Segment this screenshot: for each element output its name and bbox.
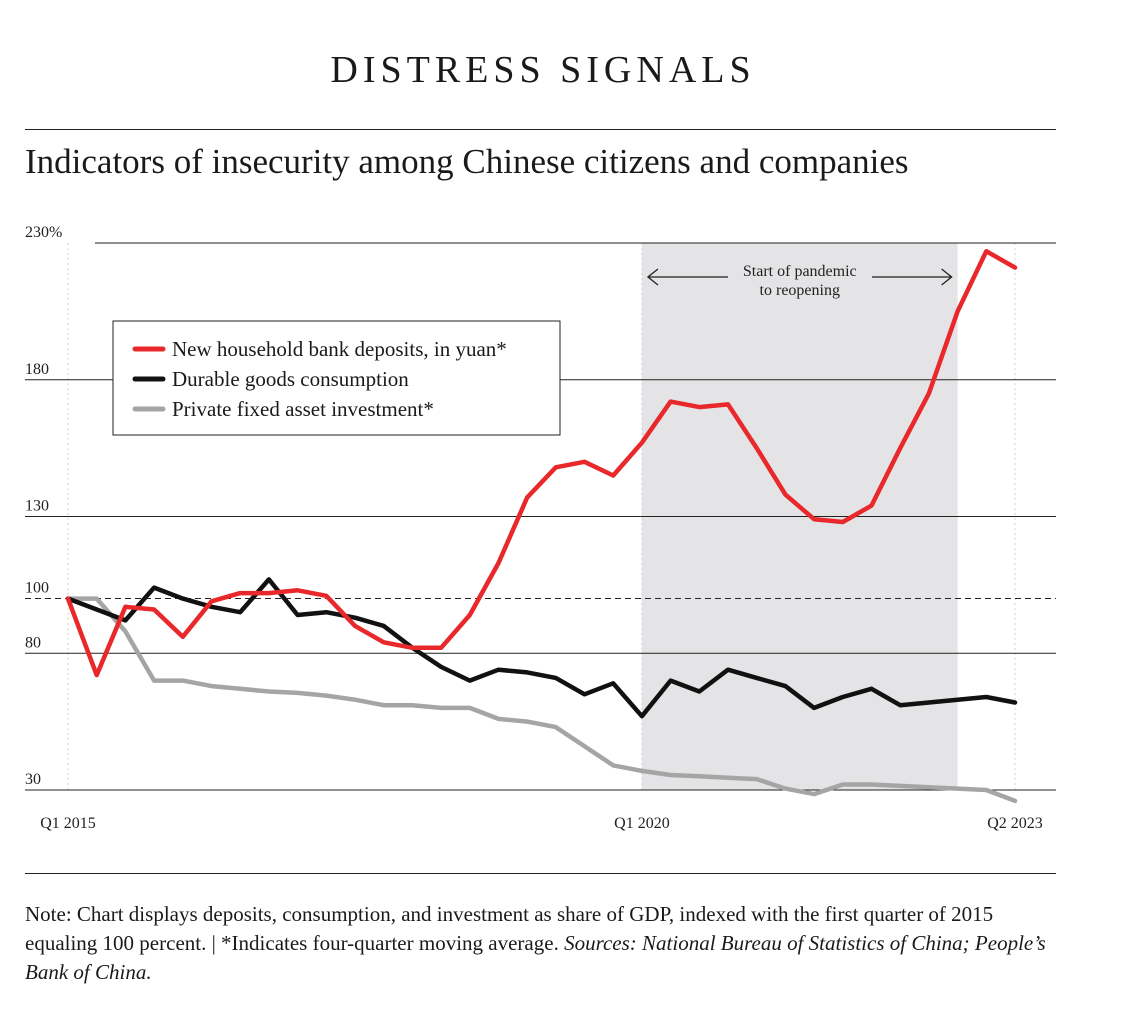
series-line-1 xyxy=(65,577,1018,719)
chart-note: Note: Chart displays deposits, consumpti… xyxy=(25,900,1065,987)
legend-label-2: Private fixed asset investment* xyxy=(172,397,434,421)
y-tick-label: 130 xyxy=(25,498,49,515)
note-sources: Sources: National Bureau of Statistics o… xyxy=(25,931,1046,984)
pandemic-label-line1: Start of pandemic xyxy=(743,263,857,280)
x-tick-label: Q1 2020 xyxy=(614,815,670,832)
pandemic-arrow-right-head xyxy=(941,268,953,286)
y-tick-label: 80 xyxy=(25,634,41,651)
legend-label-0: New household bank deposits, in yuan* xyxy=(172,337,507,361)
x-tick-label: Q1 2015 xyxy=(40,815,96,832)
x-tick-label: Q2 2023 xyxy=(987,815,1043,832)
legend-box xyxy=(112,320,561,436)
y-tick-label: 230% xyxy=(25,224,62,241)
y-tick-label: 180 xyxy=(25,361,49,378)
pandemic-arrow-left-head xyxy=(646,268,659,286)
y-tick-label: 30 xyxy=(25,771,41,788)
note-text: Note: Chart displays deposits, consumpti… xyxy=(25,902,994,955)
line-chart: 230% 180 130 100 80 30 Q1 2015 Q1 2020 Q2 2023 St… xyxy=(25,224,1056,832)
chart-kicker: DISTRESS SIGNALS xyxy=(330,49,756,91)
series-line-2 xyxy=(65,596,1018,804)
top-rule xyxy=(25,129,1056,130)
legend-label-1: Durable goods consumption xyxy=(172,367,409,391)
series-line-0 xyxy=(65,248,1018,678)
bottom-rule xyxy=(25,873,1056,874)
y-tick-label: 100 xyxy=(25,580,49,597)
chart-subtitle: Indicators of insecurity among Chinese c… xyxy=(25,142,909,181)
pandemic-label-line2: to reopening xyxy=(760,282,840,299)
